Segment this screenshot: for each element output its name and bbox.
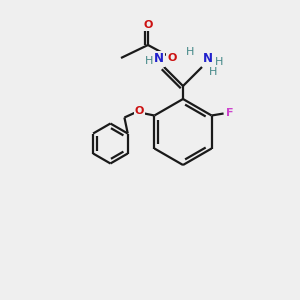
Text: N: N [203,52,213,65]
Text: H: H [209,67,217,77]
Text: O: O [135,106,144,116]
Text: O: O [167,53,177,63]
Text: O: O [143,20,153,30]
Text: H: H [186,47,194,57]
Text: F: F [226,109,233,118]
Text: H: H [145,56,153,66]
Text: N: N [154,52,164,65]
Text: H: H [215,57,223,67]
